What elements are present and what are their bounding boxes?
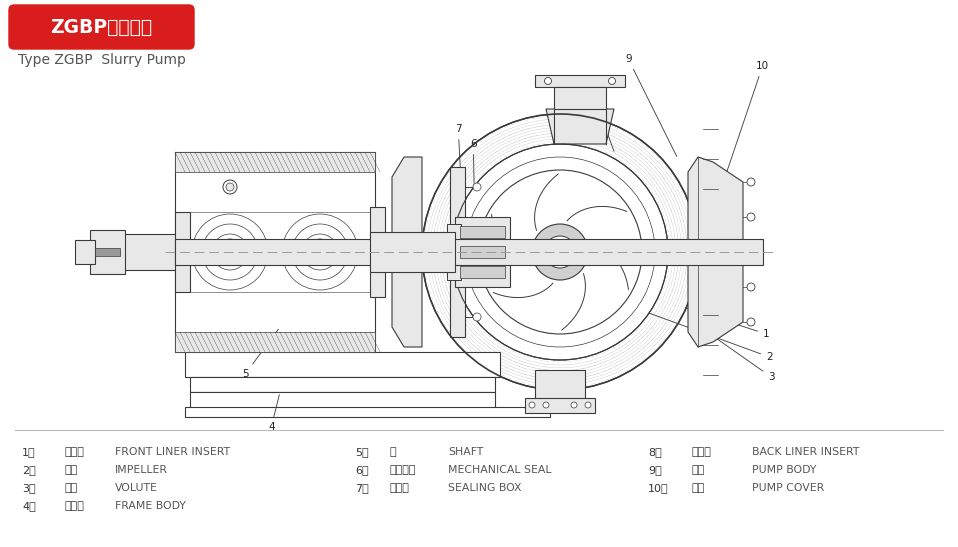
Text: SHAFT: SHAFT	[448, 447, 483, 457]
Bar	[120, 234, 178, 270]
Text: 10、: 10、	[648, 483, 669, 493]
Text: 8、: 8、	[648, 447, 662, 457]
Text: FRONT LINER INSERT: FRONT LINER INSERT	[115, 447, 230, 457]
Text: 7: 7	[455, 124, 465, 259]
Text: 4: 4	[268, 395, 280, 432]
Circle shape	[544, 78, 552, 84]
Bar	[535, 75, 625, 87]
Bar	[447, 224, 461, 280]
Bar	[370, 207, 385, 297]
Circle shape	[543, 402, 549, 408]
Text: 叶轮: 叶轮	[65, 465, 79, 475]
Text: 6: 6	[470, 139, 477, 229]
Bar	[525, 398, 595, 413]
Text: 9、: 9、	[648, 465, 662, 475]
Bar	[554, 87, 606, 109]
Text: 泵体: 泵体	[692, 465, 705, 475]
Circle shape	[747, 283, 755, 291]
Text: BACK LINER INSERT: BACK LINER INSERT	[752, 447, 859, 457]
Text: 5: 5	[242, 329, 279, 379]
Text: 7、: 7、	[355, 483, 369, 493]
Text: 5、: 5、	[355, 447, 369, 457]
Circle shape	[608, 78, 615, 84]
Bar	[75, 240, 95, 264]
Text: 护套: 护套	[65, 483, 79, 493]
Text: Type ZGBP  Slurry Pump: Type ZGBP Slurry Pump	[18, 53, 186, 67]
Bar	[460, 246, 505, 258]
Bar	[190, 377, 495, 392]
Text: 托架体: 托架体	[65, 501, 85, 511]
Bar	[175, 239, 763, 265]
Text: 机械密封: 机械密封	[390, 465, 417, 475]
Circle shape	[747, 248, 755, 256]
Polygon shape	[546, 109, 614, 144]
Text: 密封筱: 密封筱	[390, 483, 410, 493]
Text: PUMP COVER: PUMP COVER	[752, 483, 824, 493]
Circle shape	[747, 318, 755, 326]
Text: 1、: 1、	[22, 447, 35, 457]
Bar	[175, 152, 375, 352]
Text: 4、: 4、	[22, 501, 35, 511]
Text: 3、: 3、	[22, 483, 35, 493]
Text: VOLUTE: VOLUTE	[115, 483, 158, 493]
Circle shape	[478, 170, 642, 334]
Bar	[185, 352, 500, 377]
Text: 泵盖: 泵盖	[692, 483, 705, 493]
Bar	[175, 212, 190, 292]
Text: SEALING BOX: SEALING BOX	[448, 483, 521, 493]
Text: FRAME BODY: FRAME BODY	[115, 501, 186, 511]
Text: 10: 10	[720, 61, 769, 189]
Bar	[455, 217, 510, 287]
Text: ZGBP型渣浆泵: ZGBP型渣浆泵	[50, 18, 152, 37]
Text: 3: 3	[696, 324, 775, 382]
Bar	[370, 232, 455, 272]
Circle shape	[307, 239, 333, 265]
Text: 8: 8	[585, 76, 614, 152]
Text: 1: 1	[686, 308, 769, 339]
Circle shape	[465, 157, 655, 347]
Circle shape	[571, 402, 577, 408]
Bar	[175, 152, 375, 172]
Bar	[95, 248, 120, 256]
Circle shape	[226, 183, 234, 191]
Text: 6、: 6、	[355, 465, 369, 475]
Circle shape	[544, 236, 576, 268]
Circle shape	[422, 114, 698, 390]
Bar	[185, 407, 550, 417]
Circle shape	[585, 402, 591, 408]
Bar	[450, 167, 465, 337]
Text: 前护板: 前护板	[65, 447, 85, 457]
Bar	[460, 266, 505, 278]
Circle shape	[747, 178, 755, 186]
Bar	[190, 392, 495, 410]
Circle shape	[747, 213, 755, 221]
Text: PUMP BODY: PUMP BODY	[752, 465, 816, 475]
Text: 2: 2	[607, 298, 772, 362]
Text: 轴: 轴	[390, 447, 397, 457]
Text: 后护板: 后护板	[692, 447, 712, 457]
Text: 2、: 2、	[22, 465, 35, 475]
Polygon shape	[688, 157, 743, 347]
Circle shape	[473, 183, 481, 191]
Circle shape	[452, 144, 668, 360]
Circle shape	[223, 180, 237, 194]
Text: MECHANICAL SEAL: MECHANICAL SEAL	[448, 465, 552, 475]
Polygon shape	[392, 157, 422, 347]
Text: IMPELLER: IMPELLER	[115, 465, 168, 475]
Circle shape	[473, 248, 481, 256]
Bar	[90, 230, 125, 274]
Circle shape	[532, 224, 588, 280]
FancyBboxPatch shape	[9, 5, 194, 49]
Bar	[535, 370, 585, 400]
Bar	[175, 332, 375, 352]
Text: 9: 9	[625, 54, 676, 156]
Circle shape	[217, 239, 243, 265]
Bar	[460, 226, 505, 238]
Circle shape	[529, 402, 535, 408]
Circle shape	[473, 313, 481, 321]
